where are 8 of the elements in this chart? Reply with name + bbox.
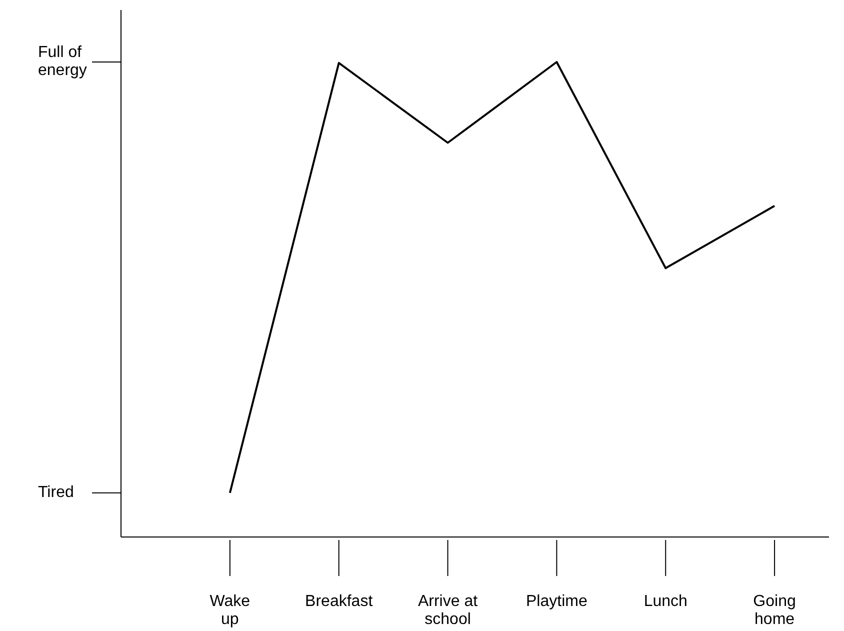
x-tick-label: Wake up — [210, 593, 250, 628]
x-tick-label: Arrive at school — [418, 593, 478, 628]
x-tick-label: Breakfast — [305, 593, 374, 610]
x-tick-label: Going home — [753, 593, 796, 628]
x-tick-label: Playtime — [526, 593, 588, 610]
x-tick-label: Lunch — [644, 593, 688, 610]
text: Full of energy — [38, 44, 87, 80]
text: Tired — [38, 484, 74, 502]
